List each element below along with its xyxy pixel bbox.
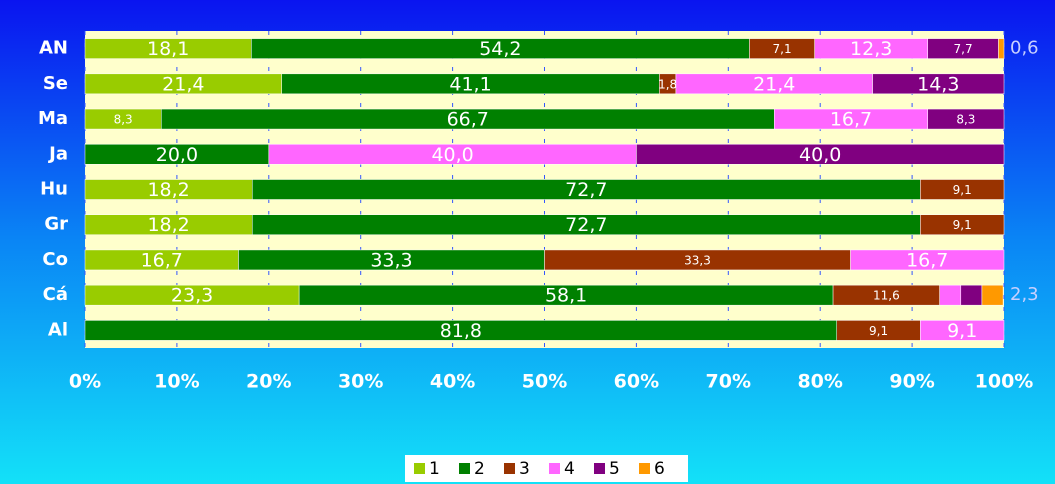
legend-label: 2 xyxy=(474,459,485,479)
data-label: 12,3 xyxy=(850,38,892,60)
legend-label: 6 xyxy=(654,459,665,479)
x-tick-label: 90% xyxy=(889,371,934,393)
x-tick-label: 10% xyxy=(154,371,199,393)
data-label: 1,8 xyxy=(658,77,677,91)
data-label: 16,7 xyxy=(141,249,183,271)
x-tick-label: 50% xyxy=(522,371,567,393)
data-label: 40,0 xyxy=(799,144,841,166)
data-label: 8,3 xyxy=(956,113,975,127)
bar-segment xyxy=(872,73,1005,95)
data-label: 72,7 xyxy=(565,214,607,236)
data-label: 23,3 xyxy=(171,285,213,307)
data-label: 7,1 xyxy=(773,42,792,56)
data-label: 16,7 xyxy=(906,249,948,271)
data-label: 54,2 xyxy=(479,38,521,60)
legend-label: 4 xyxy=(564,459,575,479)
bar-segment xyxy=(981,284,1004,306)
data-label: 66,7 xyxy=(447,109,489,131)
data-label: 18,2 xyxy=(147,214,189,236)
x-tick-label: 100% xyxy=(975,371,1034,393)
legend-swatch xyxy=(594,463,605,474)
data-label: 41,1 xyxy=(449,73,491,95)
bar-segment xyxy=(636,144,1005,165)
data-label: 18,1 xyxy=(147,38,189,60)
bar-segment xyxy=(920,320,1005,341)
data-label: 33,3 xyxy=(684,253,711,267)
data-label: 72,7 xyxy=(565,179,607,201)
y-tick-label: Gr xyxy=(44,214,68,235)
data-label: 8,3 xyxy=(114,113,133,127)
x-tick-label: 30% xyxy=(338,371,383,393)
y-tick-label: Ja xyxy=(47,143,68,164)
data-label: 40,0 xyxy=(431,144,473,166)
data-label: 20,0 xyxy=(156,144,198,166)
y-tick-label: AN xyxy=(39,38,68,59)
legend-swatch xyxy=(414,463,425,474)
legend-swatch xyxy=(459,463,470,474)
bar-segment xyxy=(850,249,1005,271)
y-tick-label: Ma xyxy=(38,108,68,129)
data-label: 9,1 xyxy=(869,324,888,338)
bar-segment xyxy=(920,179,1005,200)
x-tick-label: 60% xyxy=(614,371,659,393)
legend-swatch xyxy=(504,463,515,474)
data-label: 16,7 xyxy=(830,109,872,131)
bar-segment xyxy=(960,284,983,306)
data-label: 21,4 xyxy=(162,73,204,95)
data-label: 9,1 xyxy=(953,183,972,197)
bar-segment xyxy=(920,214,1005,235)
legend-swatch xyxy=(549,463,560,474)
data-label: 9,1 xyxy=(947,320,977,342)
data-label: 11,6 xyxy=(873,289,900,303)
data-label: 7,7 xyxy=(954,42,973,56)
y-tick-label: Hu xyxy=(40,179,68,200)
x-tick-label: 70% xyxy=(706,371,751,393)
x-tick-label: 20% xyxy=(246,371,291,393)
legend-label: 1 xyxy=(429,459,440,479)
legend-label: 5 xyxy=(609,459,620,479)
x-tick-label: 40% xyxy=(430,371,475,393)
data-label: 18,2 xyxy=(147,179,189,201)
y-tick-label: Al xyxy=(48,319,68,340)
data-label: 0,6 xyxy=(1010,38,1039,59)
legend-swatch xyxy=(639,463,650,474)
y-tick-label: Co xyxy=(42,249,68,270)
data-label: 58,1 xyxy=(545,285,587,307)
y-tick-label: Cá xyxy=(43,284,68,305)
x-tick-label: 0% xyxy=(69,371,101,393)
data-label: 33,3 xyxy=(370,249,412,271)
bar-segment xyxy=(998,38,1005,59)
data-label: 21,4 xyxy=(753,73,795,95)
bar-segment xyxy=(939,284,962,306)
data-label: 14,3 xyxy=(917,73,959,95)
legend-label: 3 xyxy=(519,459,530,479)
x-tick-label: 80% xyxy=(797,371,842,393)
data-label: 2,3 xyxy=(1010,284,1039,305)
y-tick-label: Se xyxy=(43,73,68,94)
data-label: 9,1 xyxy=(953,218,972,232)
bar-segment xyxy=(927,108,1005,130)
data-label: 81,8 xyxy=(440,320,482,342)
